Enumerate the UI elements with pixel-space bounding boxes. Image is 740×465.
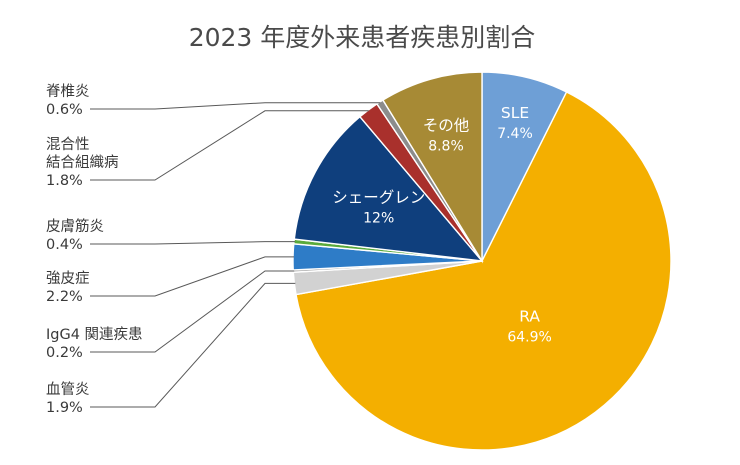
- leader-line-scleroderma: [90, 256, 294, 297]
- leader-line-igg4: [90, 270, 295, 353]
- leader-line-mctd: [90, 110, 369, 181]
- slice-labels: SLE 7.4% RA 64.9% 血管炎 1.9% IgG4 関連疾患 0.2% 強皮症 2.2…: [46, 83, 552, 416]
- slice-value-ra: 64.9%: [507, 330, 551, 346]
- slice-label-mctd-line1: 混合性: [46, 136, 90, 153]
- slice-value-spondylitis: 0.6%: [46, 102, 83, 118]
- slice-label-igg4: IgG4 関連疾患: [46, 326, 143, 343]
- slice-label-sjogren: シェーグレン: [332, 189, 425, 207]
- slice-label-scleroderma: 強皮症: [46, 270, 90, 287]
- slice-other: [381, 71, 483, 264]
- leader-line-dermatomyositis: [90, 241, 295, 245]
- leader-line-spondylitis: [90, 102, 381, 110]
- slice-value-sjogren: 12%: [363, 211, 394, 227]
- chart-title: 2023 年度外来患者疾患別割合: [189, 23, 536, 52]
- slice-value-dermatomyositis: 0.4%: [46, 237, 83, 253]
- slice-value-sle: 7.4%: [497, 126, 533, 142]
- slice-label-sle: SLE: [501, 104, 529, 122]
- slice-label-other: その他: [423, 117, 470, 135]
- slice-value-other: 8.8%: [428, 139, 464, 155]
- pie-slices: [292, 71, 672, 451]
- slice-label-ra: RA: [519, 308, 540, 326]
- slice-label-mctd-line2: 結合組織病: [46, 154, 119, 171]
- slice-label-vasculitis: 血管炎: [46, 381, 90, 398]
- slice-value-igg4: 0.2%: [46, 345, 83, 361]
- slice-value-scleroderma: 2.2%: [46, 289, 83, 305]
- slice-value-mctd: 1.8%: [46, 173, 83, 189]
- slice-ra: [295, 91, 672, 451]
- slice-value-vasculitis: 1.9%: [46, 400, 83, 416]
- leader-line-vasculitis: [90, 282, 296, 408]
- slice-label-dermatomyositis: 皮膚筋炎: [46, 218, 104, 235]
- slice-label-spondylitis: 脊椎炎: [46, 83, 90, 100]
- leader-lines: [90, 102, 381, 408]
- slice-sjogren: [293, 115, 484, 262]
